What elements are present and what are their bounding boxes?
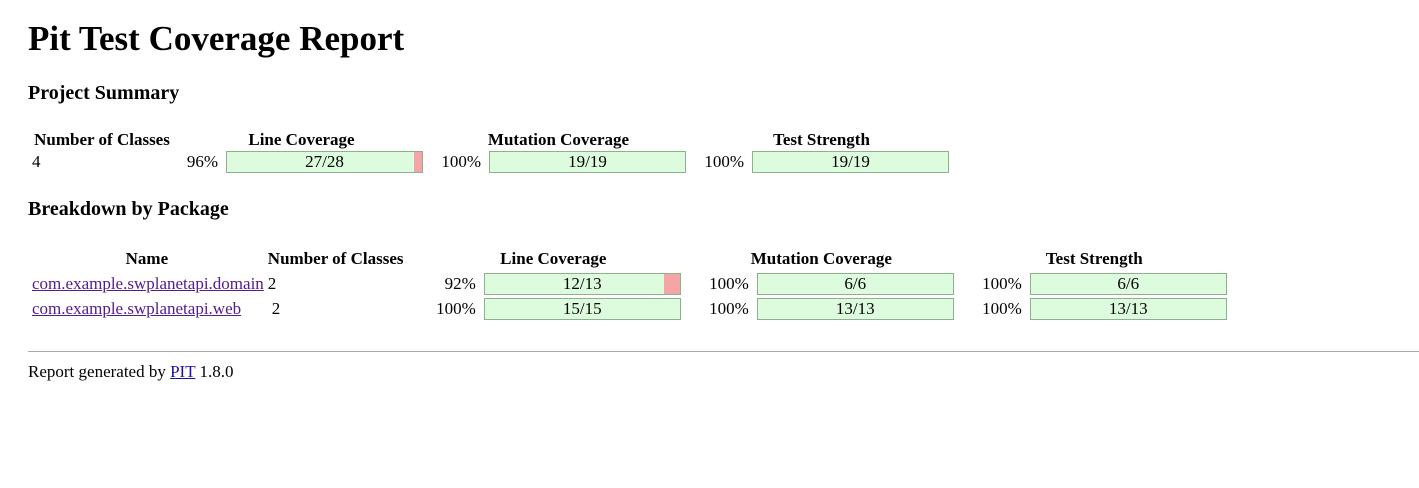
package-line-pct: 100% (436, 299, 476, 318)
summary-mutation-bar: 19/19 (489, 151, 686, 173)
package-mutation-pct: 100% (709, 274, 749, 293)
header-number-of-classes: Number of Classes (34, 130, 170, 149)
header-number-of-classes: Number of Classes (267, 249, 404, 268)
package-strength-bar: 6/6 (1029, 273, 1227, 295)
missed-fill (414, 152, 422, 172)
package-link[interactable]: com.example.swplanetapi.web (32, 299, 242, 318)
header-test-strength: Test Strength (773, 130, 870, 149)
coverage-fill (753, 152, 948, 172)
package-mutation-pct: 100% (709, 299, 749, 318)
package-mutation-label: 6/6 (844, 274, 867, 293)
package-strength-pct: 100% (982, 274, 1022, 293)
package-classes: 2 (271, 299, 281, 318)
header-test-strength: Test Strength (1045, 249, 1143, 268)
project-summary-heading: Project Summary (28, 82, 180, 104)
package-line-label: 12/13 (562, 274, 602, 293)
header-mutation-coverage: Mutation Coverage (750, 249, 892, 268)
coverage-fill (1030, 299, 1226, 319)
table-row: com.example.swplanetapi.domain 2 92% 12/… (28, 273, 1231, 295)
summary-mutation-pct: 100% (441, 152, 481, 171)
summary-row: 4 96% 27/28 100% 19/19 (28, 151, 953, 173)
page-title: Pit Test Coverage Report (28, 19, 405, 58)
package-link[interactable]: com.example.swplanetapi.domain (32, 274, 264, 293)
package-line-bar: 15/15 (483, 298, 681, 320)
header-name: Name (125, 249, 169, 268)
coverage-fill (484, 299, 680, 319)
missed-fill (664, 274, 680, 294)
coverage-fill (757, 274, 953, 294)
package-breakdown-table: Name Number of Classes Line Coverage Mut… (28, 245, 1231, 323)
summary-mutation-label: 19/19 (568, 152, 607, 171)
pit-version: 1.8.0 (199, 362, 234, 381)
summary-strength-label: 19/19 (831, 152, 870, 171)
package-mutation-label: 13/13 (835, 299, 875, 318)
header-line-coverage: Line Coverage (248, 130, 355, 149)
package-strength-label: 6/6 (1117, 274, 1140, 293)
coverage-fill (490, 152, 685, 172)
header-line-coverage: Line Coverage (500, 249, 607, 268)
summary-strength-bar: 19/19 (752, 151, 949, 173)
coverage-fill (484, 274, 665, 294)
footer-prefix: Report generated by (28, 362, 166, 381)
package-strength-bar: 13/13 (1029, 298, 1227, 320)
package-line-label: 15/15 (562, 299, 602, 318)
header-mutation-coverage: Mutation Coverage (487, 130, 630, 149)
summary-line-pct: 96% (186, 152, 218, 171)
package-mutation-bar: 6/6 (756, 273, 954, 295)
package-strength-label: 13/13 (1108, 299, 1148, 318)
package-line-pct: 92% (444, 274, 476, 293)
breakdown-heading: Breakdown by Package (28, 198, 229, 220)
package-strength-pct: 100% (982, 299, 1022, 318)
table-row: com.example.swplanetapi.web 2 100% 15/15… (28, 298, 1231, 320)
summary-classes: 4 (32, 152, 41, 171)
report-page: Pit Test Coverage Report Project Summary… (28, 19, 1419, 382)
summary-line-label: 27/28 (305, 152, 344, 171)
package-mutation-bar: 13/13 (756, 298, 954, 320)
coverage-fill (757, 299, 953, 319)
package-classes: 2 (267, 274, 277, 293)
project-summary-table: Number of Classes Line Coverage Mutation… (28, 129, 953, 173)
summary-strength-pct: 100% (704, 152, 744, 171)
pit-link[interactable]: PIT (170, 362, 196, 381)
footer: Report generated by PIT 1.8.0 (28, 362, 1419, 382)
coverage-fill (1030, 274, 1226, 294)
package-line-bar: 12/13 (483, 273, 681, 295)
coverage-fill (227, 152, 415, 172)
summary-line-bar: 27/28 (226, 151, 423, 173)
footer-divider (28, 351, 1419, 352)
